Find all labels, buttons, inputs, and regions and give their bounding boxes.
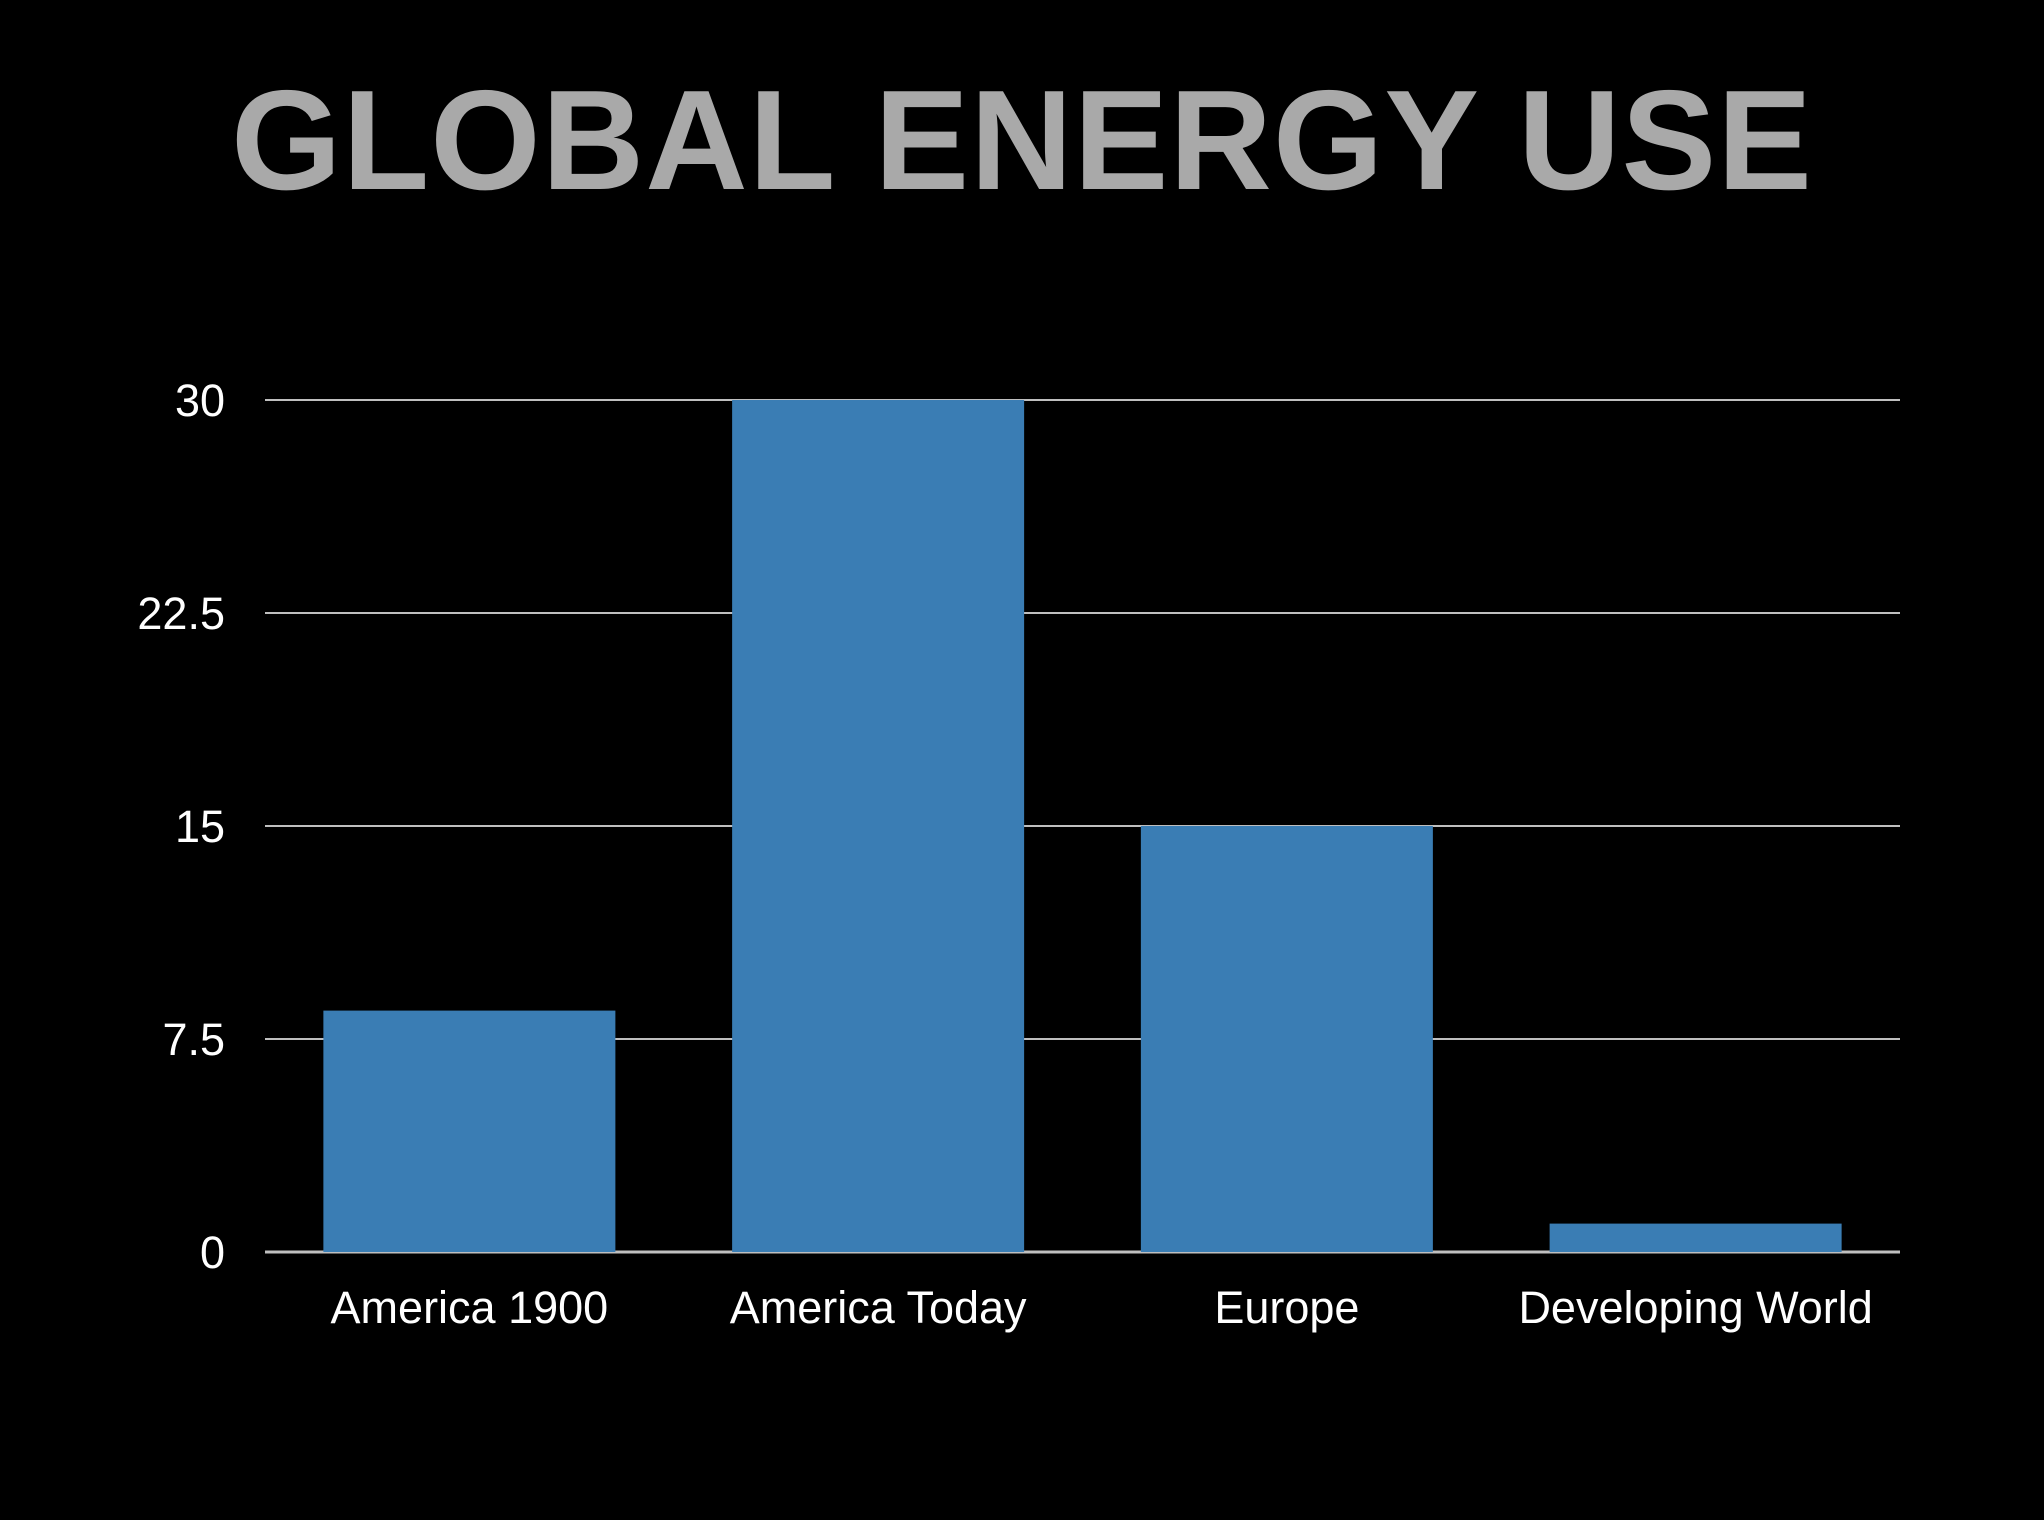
x-category-label: America Today <box>730 1282 1027 1333</box>
x-category-label: America 1900 <box>331 1282 609 1333</box>
slide-title: GLOBAL ENERGY USE <box>231 61 1813 220</box>
y-tick-label: 22.5 <box>137 588 225 639</box>
bar-america-today <box>732 400 1025 1252</box>
bars <box>323 400 1842 1252</box>
x-axis-category-labels: America 1900 America Today Europe Developin… <box>331 1282 1873 1333</box>
y-tick-label: 30 <box>175 375 225 426</box>
x-category-label: Europe <box>1214 1282 1359 1333</box>
y-tick-label: 15 <box>175 801 225 852</box>
bar-developing-world <box>1549 1223 1842 1252</box>
bar-europe <box>1140 826 1433 1252</box>
y-tick-label: 0 <box>200 1227 225 1278</box>
y-axis-tick-labels: 0 7.5 15 22.5 30 <box>137 375 225 1278</box>
bar-america-1900 <box>323 1010 616 1252</box>
x-category-label: Developing World <box>1518 1282 1872 1333</box>
y-tick-label: 7.5 <box>162 1014 225 1065</box>
